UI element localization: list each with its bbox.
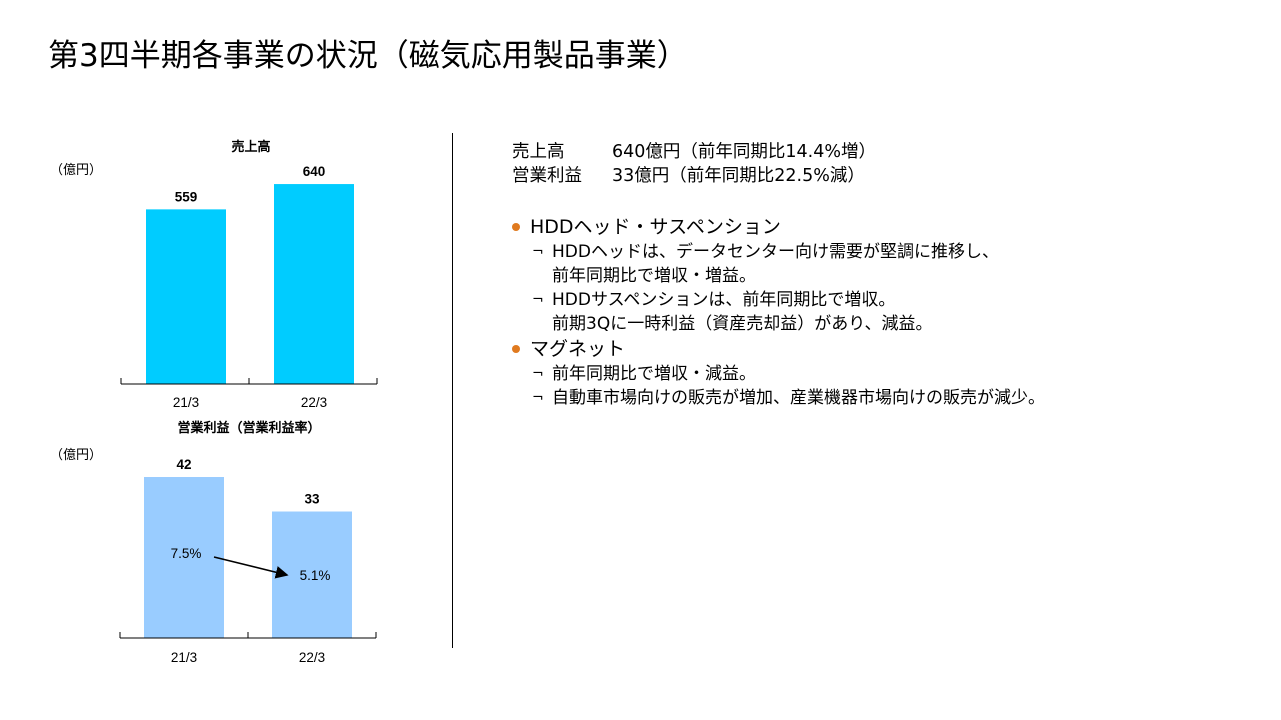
list-item: ¬ 自動車市場向けの販売が増加、産業機器市場向けの販売が減少。 [512, 386, 1045, 410]
profit-category-21-3: 21/3 [171, 650, 197, 665]
profit-bar-21-3 [144, 477, 224, 638]
profit-value-label-21-3: 42 [176, 457, 191, 472]
charts-area: 売上高 （億円） 559 640 21/3 22/3 営業利益（営業利益率） （… [50, 139, 378, 665]
sales-category-22-3: 22/3 [301, 395, 327, 410]
summary-value: 33億円（前年同期比22.5%減） [612, 166, 865, 186]
summary-row-sales: 売上高 640億円（前年同期比14.4%増） [512, 140, 876, 164]
sales-value-label-21-3: 559 [175, 189, 198, 204]
bullet-heading-text: マグネット [530, 338, 626, 360]
summary-label: 営業利益 [512, 166, 582, 186]
sub-bullet-icon: ¬ [532, 292, 544, 308]
margin-label-22-3: 5.1% [300, 568, 331, 583]
sales-bar-22-3 [274, 184, 354, 384]
margin-trend-arrow [213, 556, 289, 579]
sales-chart-title: 売上高 [231, 139, 270, 154]
sales-category-21-3: 21/3 [173, 395, 199, 410]
summary-block: 売上高 640億円（前年同期比14.4%増） 営業利益 33億円（前年同期比22… [512, 140, 876, 188]
summary-row-profit: 営業利益 33億円（前年同期比22.5%減） [512, 164, 876, 188]
list-item-text: HDDサスペンションは、前年同期比で増収。 [552, 290, 896, 310]
list-item-text: HDDヘッドは、データセンター向け需要が堅調に推移し、 [552, 242, 999, 262]
bullet-heading-magnet: マグネット [512, 336, 1045, 362]
sales-chart: 売上高 （億円） 559 640 21/3 22/3 [50, 139, 378, 410]
bullet-heading-text: HDDヘッド・サスペンション [530, 216, 781, 238]
bullet-heading-hdd: HDDヘッド・サスペンション [512, 214, 1045, 240]
profit-value-label-22-3: 33 [304, 492, 320, 507]
bullet-list: HDDヘッド・サスペンション ¬ HDDヘッドは、データセンター向け需要が堅調に… [512, 214, 1045, 410]
bullet-dot-icon [512, 223, 520, 231]
margin-label-21-3: 7.5% [171, 546, 202, 561]
summary-label: 売上高 [512, 142, 565, 162]
sub-bullet-icon: ¬ [532, 390, 544, 406]
list-item-continuation: 前期3Qに一時利益（資産売却益）があり、減益。 [552, 314, 933, 334]
profit-unit-label: （億円） [50, 447, 102, 462]
sales-value-label-22-3: 640 [303, 164, 326, 179]
list-item-text: 前年同期比で増収・減益。 [552, 364, 756, 384]
list-item-continuation: 前年同期比で増収・増益。 [552, 266, 756, 286]
sales-unit-label: （億円） [50, 162, 102, 177]
summary-value: 640億円（前年同期比14.4%増） [612, 142, 876, 162]
bullet-dot-icon [512, 345, 520, 353]
list-item: ¬ HDDサスペンションは、前年同期比で増収。 [512, 288, 1045, 312]
list-item: ¬ 前年同期比で増収・減益。 [512, 362, 1045, 386]
sub-bullet-icon: ¬ [532, 244, 544, 260]
sales-bar-21-3 [146, 209, 226, 384]
profit-chart-title: 営業利益（営業利益率） [177, 420, 320, 435]
vertical-divider [452, 133, 453, 648]
list-item-text: 自動車市場向けの販売が増加、産業機器市場向けの販売が減少。 [552, 388, 1045, 408]
list-item: ¬ HDDヘッドは、データセンター向け需要が堅調に推移し、 [512, 240, 1045, 264]
page-title: 第3四半期各事業の状況（磁気応用製品事業） [48, 38, 688, 74]
sub-bullet-icon: ¬ [532, 366, 544, 382]
profit-category-22-3: 22/3 [299, 650, 325, 665]
profit-chart: 営業利益（営業利益率） （億円） 42 33 7.5% 5.1% 21/3 22… [50, 420, 377, 665]
